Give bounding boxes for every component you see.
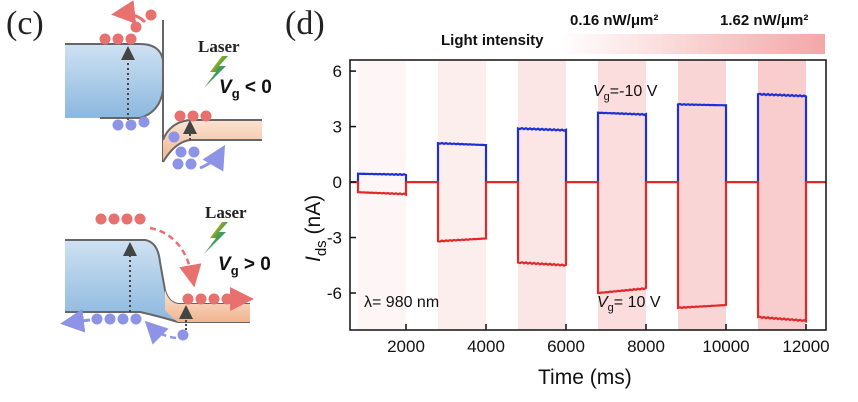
x-axis-ticks: 2000 4000 6000 8000 10000 12000 (387, 324, 830, 356)
illumination-window (758, 60, 806, 330)
hole-arrow-bottom-left (60, 308, 91, 333)
electrons-bottom (95, 213, 233, 305)
left-band-top (65, 44, 163, 118)
series-group (350, 92, 826, 323)
panel-d-label: (d) (285, 5, 325, 42)
x-tick-label: 8000 (627, 337, 665, 356)
hole-arrow-bottom (144, 320, 177, 345)
illumination-window (598, 60, 646, 330)
panel-d: (d) Light intensity 0.16 nW/μm² 1.62 nW/… (285, 5, 830, 389)
electrons-top (99, 9, 212, 122)
y-tick-label: -6 (327, 284, 342, 303)
illumination-window (518, 60, 566, 330)
holes-bottom (91, 313, 189, 341)
laser-icon-top (204, 56, 228, 88)
x-tick-label: 6000 (547, 337, 585, 356)
intensity-low-label: 0.16 nW/μm² (570, 12, 658, 29)
plot-area: 2000 4000 6000 8000 10000 12000 6 3 0 -3 -6 (327, 59, 830, 356)
laser-label-top: Laser (198, 37, 240, 56)
x-tick-label: 10000 (702, 337, 749, 356)
x-tick-label: 12000 (782, 337, 829, 356)
x-axis-title: Time (ms) (538, 366, 632, 389)
light-intensity-gradient-bar (560, 34, 825, 54)
laser-icon-bottom (204, 222, 228, 254)
left-band-bottom (65, 240, 250, 322)
band-diagram-top: Laser Vg < 0 (65, 0, 272, 172)
x-tick-label: 4000 (467, 337, 505, 356)
intensity-high-label: 1.62 nW/μm² (720, 12, 808, 29)
panel-c-label: (c) (6, 5, 44, 42)
left-band-bottom-edge (65, 239, 250, 305)
series-line-vg-pos (350, 180, 826, 323)
vg-condition-bottom: Vg > 0 (218, 254, 271, 278)
vg-neg-annotation: Vg=-10 V (593, 83, 658, 103)
vg-condition-top: Vg < 0 (219, 77, 272, 101)
x-tick-label: 2000 (387, 337, 425, 356)
illumination-window (438, 60, 486, 330)
left-band-bottom-lower-edge (65, 311, 250, 323)
y-tick-label: -3 (327, 229, 342, 248)
illumination-window (678, 60, 726, 330)
laser-label-bottom: Laser (205, 203, 247, 222)
y-axis-ticks: 6 3 0 -3 -6 (327, 62, 356, 303)
series-line-vg-neg (350, 92, 826, 184)
hole-arrow-top (199, 144, 226, 172)
electron-arrow-top (111, 0, 147, 24)
y-tick-label: 3 (333, 118, 342, 137)
plot-frame (349, 59, 827, 331)
light-intensity-label: Light intensity (441, 32, 544, 49)
band-diagram-bottom: Laser Vg > 0 (60, 203, 271, 345)
wavelength-annotation: λ= 980 nm (364, 294, 439, 311)
y-tick-label: 0 (333, 173, 342, 192)
right-band-bottom (165, 290, 250, 322)
vg-pos-annotation: Vg= 10 V (597, 294, 661, 314)
panel-c: (c) (6, 0, 272, 345)
electron-arrow-bottom (149, 226, 202, 288)
y-tick-label: 6 (333, 62, 342, 81)
illumination-windows (358, 60, 806, 330)
y-axis-title: Ids (nA) (302, 195, 330, 262)
holes-top (112, 116, 200, 170)
